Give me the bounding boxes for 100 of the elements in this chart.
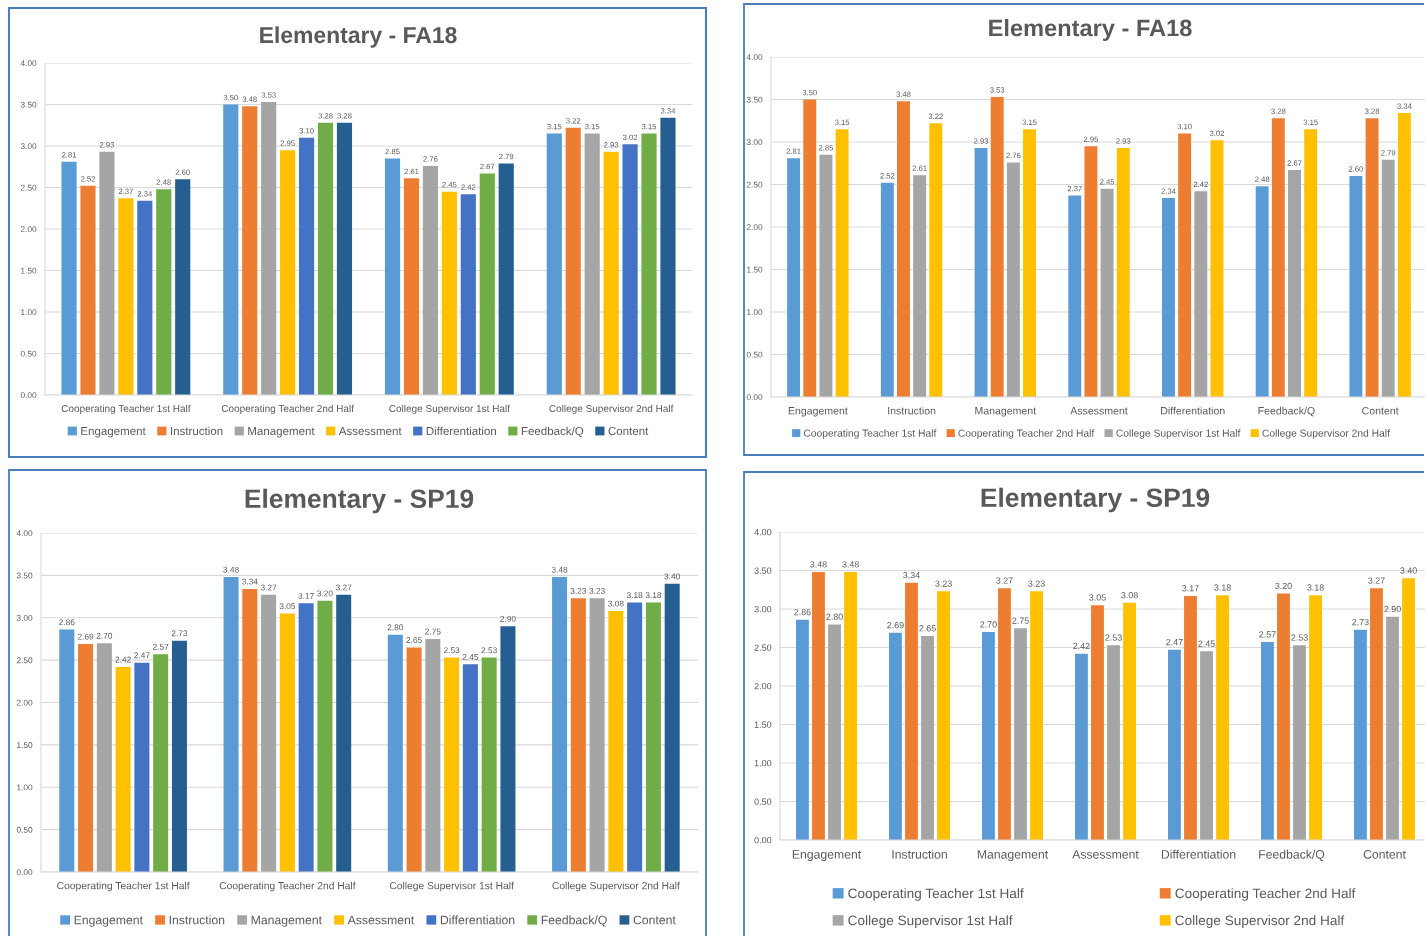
data-label: 3.05 bbox=[279, 603, 296, 610]
y-tick-label: 3.00 bbox=[16, 614, 33, 621]
data-label: 2.53 bbox=[443, 647, 460, 654]
bar bbox=[59, 629, 75, 872]
y-tick-label: 2.00 bbox=[20, 226, 37, 233]
y-tick-label: 2.00 bbox=[754, 682, 772, 690]
bar bbox=[317, 600, 333, 872]
x-tick-label: College Supervisor 1st Half bbox=[389, 881, 514, 892]
bar bbox=[982, 632, 995, 840]
bar bbox=[1200, 651, 1213, 840]
y-tick-label: 4.00 bbox=[20, 60, 37, 67]
bar bbox=[1006, 162, 1020, 397]
x-tick-label: Cooperating Teacher 2nd Half bbox=[221, 404, 354, 415]
bar bbox=[500, 626, 516, 872]
data-label: 2.86 bbox=[794, 608, 811, 616]
bar bbox=[974, 147, 988, 397]
bar bbox=[1014, 628, 1027, 840]
legend-label: College Supervisor 2nd Half bbox=[1175, 915, 1345, 928]
data-label: 3.27 bbox=[335, 584, 352, 591]
data-label: 2.45 bbox=[1198, 640, 1215, 647]
bar bbox=[134, 662, 150, 872]
data-label: 3.08 bbox=[608, 600, 624, 607]
y-tick-label: 3.50 bbox=[16, 572, 33, 579]
y-tick-label: 3.00 bbox=[754, 605, 772, 613]
y-tick-label: 1.00 bbox=[747, 309, 763, 316]
bar bbox=[645, 602, 661, 872]
bar bbox=[298, 603, 314, 872]
bar bbox=[812, 572, 825, 840]
data-label: 3.48 bbox=[223, 566, 239, 573]
data-label: 2.73 bbox=[1352, 618, 1369, 626]
bar bbox=[1091, 605, 1104, 840]
bar bbox=[1349, 176, 1363, 397]
data-label: 2.75 bbox=[425, 628, 441, 635]
bar bbox=[1397, 113, 1411, 397]
bar bbox=[603, 151, 619, 395]
legend-label: Feedback/Q bbox=[541, 915, 607, 927]
x-tick-label: Cooperating Teacher 1st Half bbox=[61, 404, 191, 415]
data-label: 2.90 bbox=[1384, 605, 1401, 613]
bar bbox=[905, 582, 918, 840]
x-tick-label: Feedback/Q bbox=[1259, 849, 1325, 861]
y-tick-label: 0.00 bbox=[746, 394, 763, 401]
legend-label: Management bbox=[248, 427, 315, 438]
bar bbox=[1381, 159, 1395, 397]
x-tick-label: Feedback/Q bbox=[1258, 406, 1315, 417]
y-tick-label: 0.00 bbox=[16, 869, 33, 876]
y-tick-label: 1.50 bbox=[754, 721, 772, 728]
bar bbox=[223, 577, 239, 872]
x-tick-label: Instruction bbox=[888, 406, 936, 415]
bar bbox=[1168, 649, 1181, 840]
data-label: 2.75 bbox=[1012, 617, 1029, 624]
legend-label: Engagement bbox=[74, 915, 143, 927]
data-label: 2.70 bbox=[96, 632, 113, 639]
legend-label: Management bbox=[251, 915, 322, 927]
bar bbox=[298, 137, 315, 395]
bar bbox=[565, 127, 581, 395]
legend-label: Content bbox=[608, 426, 649, 436]
x-tick-label: Cooperating Teacher 2nd Half bbox=[219, 881, 356, 892]
data-label: 2.42 bbox=[115, 656, 131, 663]
bar bbox=[384, 158, 401, 395]
bar bbox=[660, 117, 676, 395]
chart-title: Elementary - SP19 bbox=[245, 488, 474, 514]
y-tick-label: 2.00 bbox=[16, 699, 33, 706]
y-tick-label: 3.00 bbox=[746, 139, 763, 146]
bar bbox=[589, 598, 605, 872]
x-tick-label: Differentiation bbox=[1161, 406, 1225, 415]
bar bbox=[1386, 616, 1399, 840]
bar bbox=[61, 161, 77, 395]
x-tick-label: College Supervisor 1st Half bbox=[389, 404, 510, 415]
x-tick-label: Engagement bbox=[792, 850, 862, 862]
y-tick-label: 0.50 bbox=[16, 826, 33, 833]
bar bbox=[1288, 170, 1301, 397]
y-tick-label: 1.00 bbox=[21, 309, 37, 316]
bar bbox=[118, 198, 134, 395]
data-label: 2.80 bbox=[387, 624, 404, 631]
y-tick-label: 0.00 bbox=[20, 392, 37, 399]
bar bbox=[1277, 593, 1290, 840]
bar bbox=[80, 185, 96, 395]
data-label: 2.42 bbox=[1073, 642, 1090, 650]
bar bbox=[998, 588, 1011, 840]
bar bbox=[1107, 645, 1120, 840]
data-label: 3.34 bbox=[903, 571, 920, 579]
bar bbox=[175, 179, 191, 395]
bar bbox=[96, 643, 112, 872]
bar bbox=[460, 194, 476, 395]
bar bbox=[929, 123, 943, 397]
data-label: 2.90 bbox=[500, 615, 516, 622]
bar bbox=[641, 133, 657, 395]
data-label: 3.23 bbox=[1028, 580, 1045, 587]
legend-label: Differentiation bbox=[440, 915, 515, 925]
bar bbox=[156, 189, 172, 395]
chart-title: Elementary - FA18 bbox=[989, 19, 1192, 41]
legend-label: Engagement bbox=[81, 427, 146, 438]
bar bbox=[1255, 186, 1269, 397]
legend-label: Differentiation bbox=[426, 426, 496, 436]
legend-label: Cooperating Teacher 1st Half bbox=[803, 429, 937, 439]
legend-label: Assessment bbox=[338, 427, 402, 436]
bar bbox=[897, 101, 910, 397]
y-tick-label: 4.00 bbox=[746, 54, 763, 61]
bar bbox=[1162, 198, 1175, 397]
data-label: 3.48 bbox=[810, 561, 827, 568]
